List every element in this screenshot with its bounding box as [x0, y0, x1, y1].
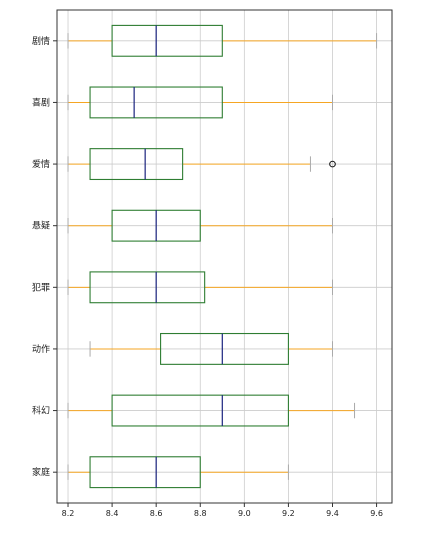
category-label: 喜剧 — [32, 96, 50, 108]
box-group — [67, 86, 333, 119]
iqr-box — [89, 271, 206, 304]
box-group — [67, 24, 378, 57]
iqr-box — [160, 332, 289, 365]
iqr-box — [111, 394, 289, 427]
grid-lines — [53, 10, 392, 507]
category-label: 动作 — [32, 343, 50, 355]
box-group — [67, 394, 356, 427]
box-group — [67, 271, 333, 304]
x-tick-label: 8.4 — [106, 509, 119, 518]
iqr-box — [89, 86, 223, 119]
x-tick-label: 9.6 — [370, 509, 383, 518]
box-group — [89, 332, 333, 365]
box-series — [67, 24, 378, 489]
outlier-point — [329, 160, 336, 168]
category-label: 家庭 — [32, 466, 50, 478]
x-tick-label: 9.2 — [282, 509, 295, 518]
category-label: 爱情 — [32, 158, 50, 170]
x-tick-label: 9.0 — [238, 509, 251, 518]
box-group — [67, 456, 289, 489]
x-tick-label: 8.8 — [194, 509, 207, 518]
category-label: 犯罪 — [32, 282, 50, 293]
x-tick-label: 9.4 — [326, 509, 339, 518]
category-label: 科幻 — [32, 405, 50, 417]
category-label: 剧情 — [32, 35, 50, 47]
x-tick-label: 8.6 — [150, 509, 163, 518]
category-label: 悬疑 — [32, 221, 50, 232]
iqr-box — [89, 456, 201, 489]
iqr-box — [111, 24, 223, 57]
x-tick-label: 8.2 — [62, 509, 75, 518]
box-group — [67, 209, 333, 242]
plot-frame — [56, 9, 393, 504]
iqr-box — [89, 148, 184, 181]
box-group — [67, 148, 336, 181]
